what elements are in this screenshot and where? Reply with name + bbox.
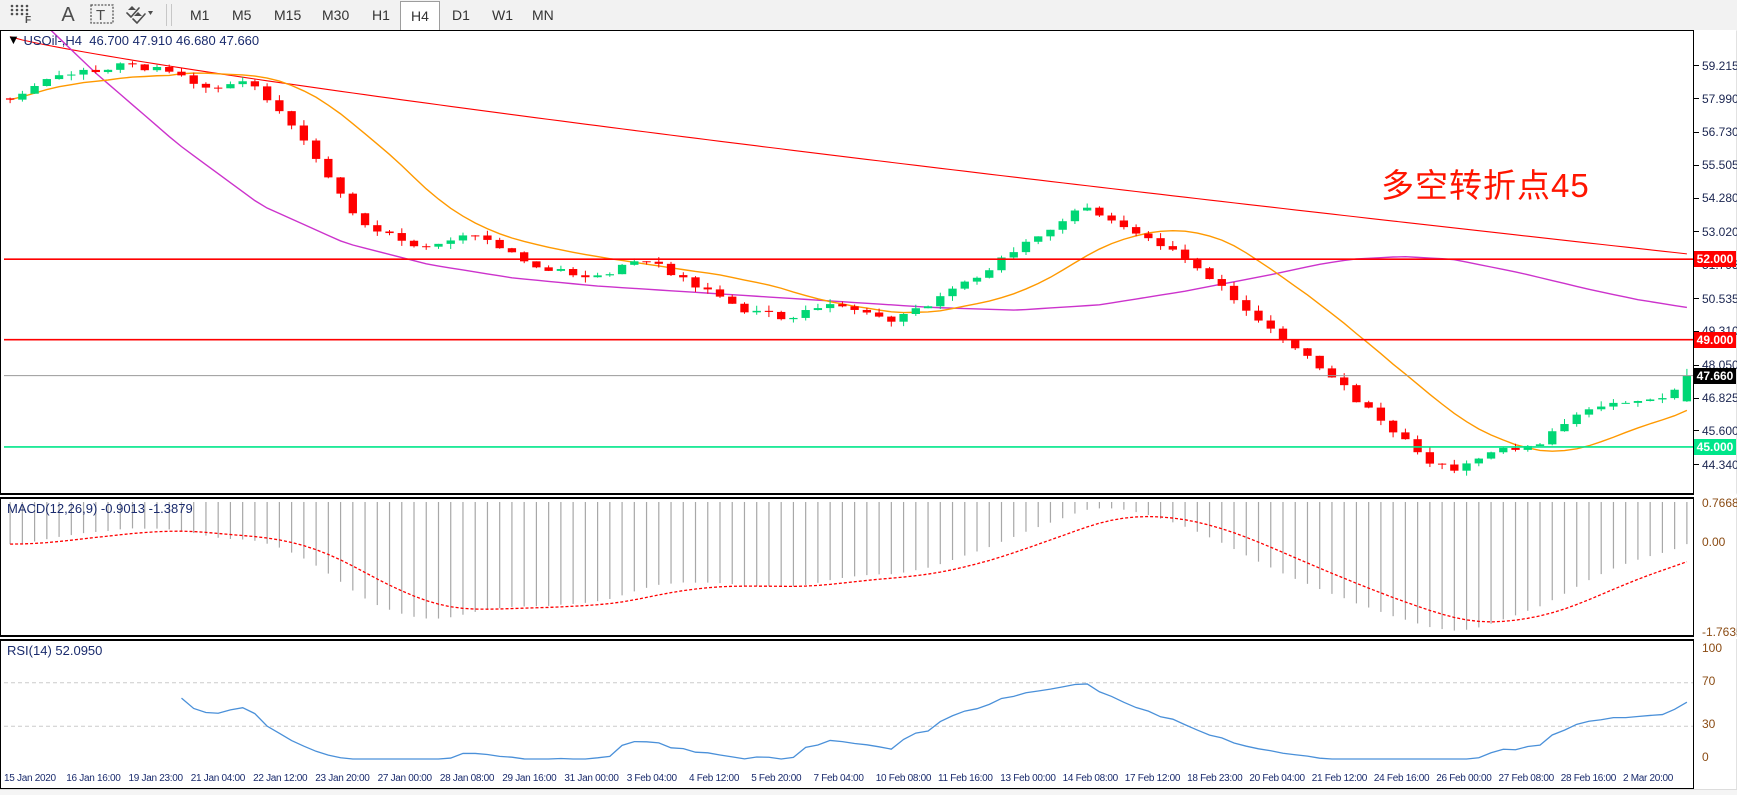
svg-text:F: F [25, 15, 31, 26]
svg-text:T: T [96, 7, 105, 24]
